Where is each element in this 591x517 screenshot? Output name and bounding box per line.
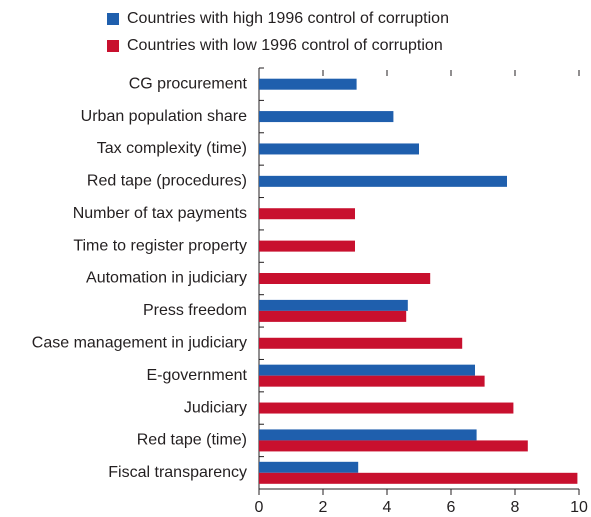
y-tick-label: Case management in judiciary [32, 334, 247, 351]
y-tick-label: Red tape (time) [137, 432, 247, 449]
y-tick-label: Tax complexity (time) [97, 140, 247, 157]
y-tick-label: Number of tax payments [73, 205, 247, 222]
bar [259, 472, 578, 484]
bar [259, 240, 355, 252]
bar [259, 111, 394, 123]
x-tick-label: 4 [383, 499, 392, 516]
bar [259, 429, 477, 441]
bar [259, 440, 528, 452]
bar [259, 364, 475, 376]
bar [259, 337, 463, 349]
x-tick-label: 10 [570, 499, 588, 516]
bar [259, 78, 357, 90]
bar [259, 461, 359, 473]
y-tick-label: E-government [147, 367, 248, 384]
bar [259, 310, 407, 322]
bar [259, 273, 431, 284]
bar [259, 175, 507, 187]
y-tick-label: Press freedom [143, 302, 247, 319]
y-tick-label: Urban population share [81, 108, 247, 125]
x-tick-label: 6 [447, 499, 456, 516]
y-tick-label: CG procurement [129, 75, 248, 92]
legend-label: Countries with low 1996 control of corru… [127, 37, 443, 54]
legend-swatch [107, 13, 119, 25]
legend-swatch [107, 40, 119, 52]
y-tick-label: Time to register property [73, 237, 247, 254]
x-tick-label: 8 [511, 499, 520, 516]
legend-label: Countries with high 1996 control of corr… [127, 10, 449, 27]
bar [259, 375, 485, 387]
y-tick-label: Fiscal transparency [108, 464, 247, 481]
x-tick-label: 0 [255, 499, 264, 516]
y-tick-label: Judiciary [184, 399, 247, 416]
x-tick-label: 2 [319, 499, 328, 516]
y-tick-label: Red tape (procedures) [87, 173, 247, 190]
bar [259, 299, 408, 311]
bar [259, 402, 514, 414]
y-tick-label: Automation in judiciary [86, 270, 247, 287]
bar [259, 208, 355, 220]
bar [259, 143, 419, 155]
